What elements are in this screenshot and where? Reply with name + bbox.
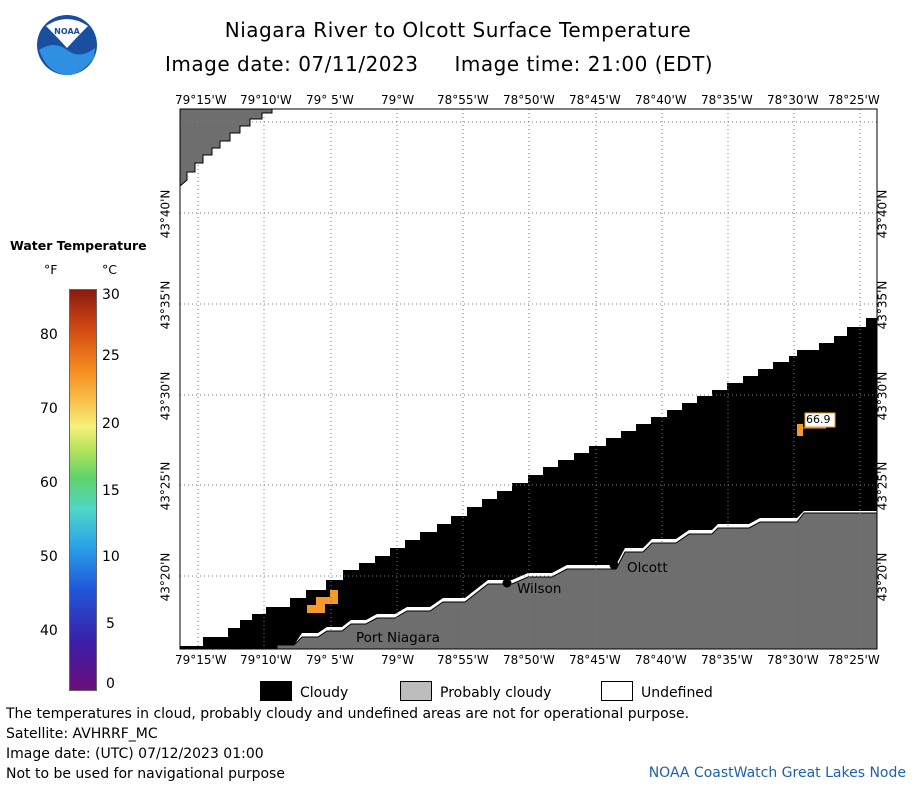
lon-label-bottom: 78°45'W [569, 653, 621, 667]
lon-label-top: 79°10'W [240, 93, 292, 107]
lat-label-right: 43°35'N [875, 280, 890, 330]
lon-label-bottom: 79°15'W [175, 653, 227, 667]
temperature-label-box [804, 412, 836, 428]
place-label-wilson: Wilson [517, 581, 562, 597]
celsius-tick: 5 [106, 616, 115, 632]
disclaimer-text: The temperatures in cloud, probably clou… [6, 706, 690, 722]
fahrenheit-tick: 40 [40, 623, 58, 639]
lon-label-bottom: 78°50'W [503, 653, 555, 667]
lon-label-bottom: 78°55'W [437, 653, 489, 667]
temperature-sample-pixel [797, 424, 803, 436]
cloudy-region [180, 318, 877, 649]
lat-label-left: 43°40'N [158, 189, 173, 239]
lat-label-right: 43°40'N [875, 189, 890, 239]
lon-label-top: 78°35'W [701, 93, 753, 107]
lat-label-left: 43°20'N [158, 552, 173, 602]
land-region-canada [179, 108, 273, 188]
legend-swatch-undefined [601, 681, 633, 701]
temperature-label: 66.9 [806, 413, 831, 426]
lat-label-right: 43°25'N [875, 461, 890, 511]
celsius-tick: 25 [102, 348, 120, 364]
lat-label-right: 43°20'N [875, 552, 890, 602]
fahrenheit-tick: 60 [40, 475, 58, 491]
legend-title: Water Temperature [10, 238, 147, 253]
lat-label-left: 43°30'N [158, 371, 173, 421]
olcott-marker [609, 560, 619, 570]
image-datetime: Image date: 07/11/2023 Image time: 21:00 … [165, 52, 713, 76]
temperature-color-bar [69, 289, 97, 691]
lat-label-left: 43°25'N [158, 461, 173, 511]
lon-label-top: 79°15'W [175, 93, 227, 107]
lon-label-bottom: 78°35'W [701, 653, 753, 667]
lat-label-left: 43°35'N [158, 280, 173, 330]
unit-celsius: °C [102, 262, 117, 277]
celsius-tick: 20 [102, 416, 120, 432]
fahrenheit-tick: 50 [40, 549, 58, 565]
graticule [180, 109, 877, 649]
celsius-tick: 30 [102, 287, 120, 303]
lon-label-bottom: 78°40'W [635, 653, 687, 667]
unit-fahrenheit: °F [44, 262, 58, 277]
lon-label-bottom: 78°25'W [828, 653, 880, 667]
lon-label-top: 79°W [381, 93, 415, 107]
place-label-olcott: Olcott [627, 560, 668, 576]
legend-label-probably-cloudy: Probably cloudy [440, 685, 552, 701]
lon-label-top: 78°45'W [569, 93, 621, 107]
logo-text: NOAA [54, 27, 80, 36]
lon-label-top: 78°55'W [437, 93, 489, 107]
image-time-label: Image time: 21:00 (EDT) [454, 52, 714, 76]
legend-label-cloudy: Cloudy [300, 685, 349, 701]
legend-label-undefined: Undefined [641, 685, 713, 701]
lon-label-top: 79° 5'W [306, 93, 354, 107]
celsius-tick: 10 [102, 549, 120, 565]
legend-swatch-cloudy [260, 681, 292, 701]
lon-label-top: 78°25'W [828, 93, 880, 107]
lon-label-bottom: 79°10'W [240, 653, 292, 667]
noaa-logo-icon: NOAA [37, 15, 97, 76]
navigation-warning: Not to be used for navigational purpose [6, 766, 285, 782]
lon-label-top: 78°40'W [635, 93, 687, 107]
lon-label-bottom: 79°W [381, 653, 415, 667]
lat-label-right: 43°30'N [875, 371, 890, 421]
fahrenheit-tick: 70 [40, 401, 58, 417]
utc-date-text: Image date: (UTC) 07/12/2023 01:00 [6, 746, 264, 762]
place-label-port-niagara: Port Niagara [356, 630, 440, 646]
lon-label-top: 78°50'W [503, 93, 555, 107]
warm-water-pixels [307, 590, 338, 613]
fahrenheit-tick: 80 [40, 327, 58, 343]
probably-cloudy-region [276, 512, 878, 650]
page-title: Niagara River to Olcott Surface Temperat… [224, 18, 692, 42]
lon-label-top: 78°30'W [767, 93, 819, 107]
lon-label-bottom: 79° 5'W [306, 653, 354, 667]
image-date-label: Image date: 07/11/2023 [165, 52, 419, 76]
legend-swatch-probably-cloudy [400, 681, 432, 701]
credit-text: NOAA CoastWatch Great Lakes Node [648, 765, 906, 781]
lon-label-bottom: 78°30'W [767, 653, 819, 667]
wilson-marker [502, 578, 512, 588]
celsius-tick: 15 [102, 483, 120, 499]
satellite-text: Satellite: AVHRRF_MC [6, 726, 158, 742]
celsius-tick: 0 [106, 676, 115, 692]
